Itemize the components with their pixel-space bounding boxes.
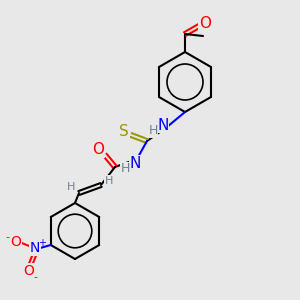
Text: N: N xyxy=(157,118,169,133)
Text: N: N xyxy=(30,241,40,255)
Text: O: O xyxy=(199,16,211,32)
Text: +: + xyxy=(38,238,46,248)
Text: -: - xyxy=(34,272,38,282)
Text: O: O xyxy=(10,235,21,249)
Text: O: O xyxy=(23,264,34,278)
Text: -: - xyxy=(6,232,10,242)
Text: N: N xyxy=(129,155,141,170)
Text: O: O xyxy=(92,142,104,158)
Text: H: H xyxy=(105,176,113,186)
Text: H: H xyxy=(67,182,75,192)
Text: S: S xyxy=(119,124,129,140)
Text: H: H xyxy=(148,124,158,137)
Text: H: H xyxy=(120,163,130,176)
